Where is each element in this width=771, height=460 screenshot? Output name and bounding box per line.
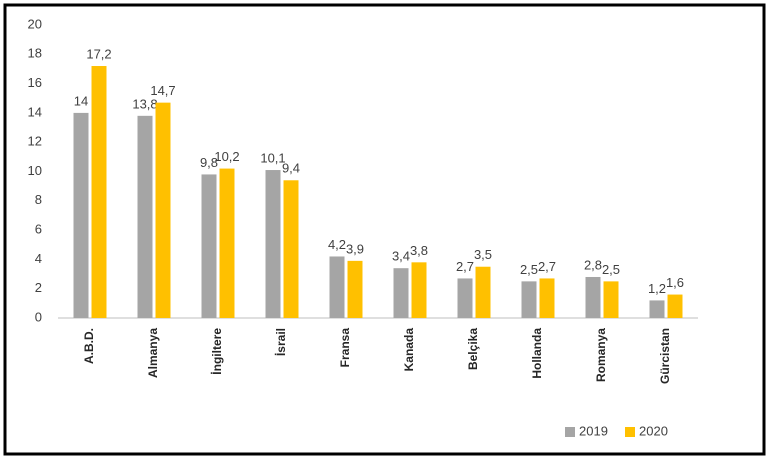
- bar: [585, 276, 601, 318]
- data-label: 4,2: [328, 237, 346, 252]
- bar: [603, 281, 619, 318]
- data-label: 1,6: [666, 275, 684, 290]
- data-label: 3,4: [392, 249, 410, 264]
- y-tick-label: 0: [35, 309, 42, 324]
- x-tick-label: Fransa: [338, 328, 352, 368]
- data-label: 10,2: [214, 149, 239, 164]
- y-tick-label: 12: [28, 134, 42, 149]
- x-tick-label: Belçika: [466, 328, 480, 370]
- frame: [3, 3, 766, 456]
- x-tick-label: İsrail: [273, 328, 288, 356]
- legend-swatch: [625, 427, 635, 437]
- data-label: 3,9: [346, 241, 364, 256]
- data-label: 2,7: [538, 259, 556, 274]
- y-tick-label: 18: [28, 46, 42, 61]
- bar: [137, 115, 153, 318]
- data-label: 10,1: [260, 150, 285, 165]
- bar: [411, 262, 427, 318]
- bar: [91, 66, 107, 319]
- y-tick-label: 16: [28, 75, 42, 90]
- data-label: 3,5: [474, 247, 492, 262]
- data-label: 14: [74, 93, 88, 108]
- bar: [265, 170, 281, 318]
- bar: [667, 294, 683, 318]
- bar: [347, 260, 363, 318]
- data-label: 9,4: [282, 161, 300, 176]
- data-label: 9,8: [200, 155, 218, 170]
- x-tick-label: Gürcistan: [658, 328, 672, 384]
- bar: [219, 168, 235, 318]
- data-label: 13,8: [132, 96, 157, 111]
- data-label: 17,2: [86, 46, 111, 61]
- y-tick-label: 8: [35, 192, 42, 207]
- bar: [201, 174, 217, 318]
- bar: [283, 180, 299, 318]
- bar: [521, 281, 537, 318]
- data-label: 3,8: [410, 243, 428, 258]
- x-tick-label: Kanada: [402, 328, 416, 372]
- y-tick-label: 6: [35, 222, 42, 237]
- bar: [329, 256, 345, 318]
- legend-swatch: [565, 427, 575, 437]
- x-tick-label: A.B.D.: [82, 328, 96, 364]
- data-label: 2,5: [520, 262, 538, 277]
- y-tick-label: 10: [28, 163, 42, 178]
- data-label: 2,7: [456, 259, 474, 274]
- y-tick-label: 20: [28, 16, 42, 31]
- data-label: 2,8: [584, 257, 602, 272]
- data-label: 14,7: [150, 83, 175, 98]
- data-label: 2,5: [602, 262, 620, 277]
- bar: [393, 268, 409, 318]
- bar: [155, 102, 171, 319]
- x-tick-label: Almanya: [146, 328, 160, 378]
- x-tick-label: Hollanda: [530, 328, 544, 379]
- legend-label: 2020: [639, 423, 668, 438]
- bar: [457, 278, 473, 318]
- y-tick-label: 14: [28, 104, 42, 119]
- bar: [649, 300, 665, 318]
- bar: [539, 278, 555, 318]
- y-tick-label: 4: [35, 251, 42, 266]
- data-label: 1,2: [648, 281, 666, 296]
- legend-label: 2019: [579, 423, 608, 438]
- x-tick-label: İngiltere: [209, 328, 224, 375]
- bar: [475, 266, 491, 318]
- x-tick-label: Romanya: [594, 328, 608, 382]
- y-tick-label: 2: [35, 280, 42, 295]
- bar: [73, 112, 89, 319]
